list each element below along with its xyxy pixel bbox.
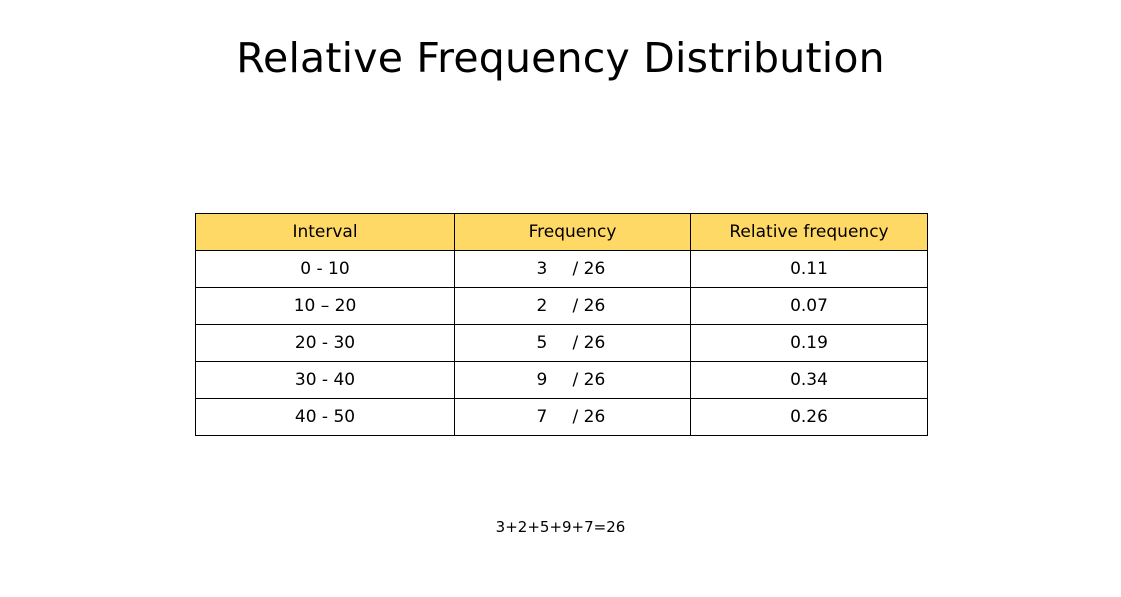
frequency-fraction: 5 / 26 bbox=[537, 333, 617, 353]
frequency-table: Interval Frequency Relative frequency 0 … bbox=[195, 213, 928, 436]
frequency-denominator: / 26 bbox=[572, 407, 606, 427]
frequency-value: 2 bbox=[536, 296, 548, 316]
table-row: 10 – 20 2 / 26 0.07 bbox=[195, 287, 928, 325]
relative-frequency-cell: 0.19 bbox=[690, 324, 928, 362]
frequency-value: 7 bbox=[536, 407, 548, 427]
frequency-cell: 7 / 26 bbox=[454, 398, 691, 436]
frequency-denominator: / 26 bbox=[572, 370, 606, 390]
frequency-fraction: 2 / 26 bbox=[537, 296, 617, 316]
frequency-cell: 9 / 26 bbox=[454, 361, 691, 399]
table-header-row: Interval Frequency Relative frequency bbox=[195, 213, 928, 251]
frequency-fraction: 3 / 26 bbox=[537, 259, 617, 279]
relative-frequency-cell: 0.11 bbox=[690, 250, 928, 288]
page-title: Relative Frequency Distribution bbox=[236, 34, 885, 82]
interval-cell: 40 - 50 bbox=[195, 398, 455, 436]
relative-frequency-cell: 0.26 bbox=[690, 398, 928, 436]
interval-cell: 0 - 10 bbox=[195, 250, 455, 288]
frequency-sum-note: 3+2+5+9+7=26 bbox=[495, 518, 626, 536]
relative-frequency-cell: 0.07 bbox=[690, 287, 928, 325]
frequency-value: 5 bbox=[536, 333, 548, 353]
frequency-value: 9 bbox=[536, 370, 548, 390]
header-frequency: Frequency bbox=[454, 213, 691, 251]
frequency-value: 3 bbox=[536, 259, 548, 279]
frequency-denominator: / 26 bbox=[572, 296, 606, 316]
relative-frequency-cell: 0.34 bbox=[690, 361, 928, 399]
interval-cell: 30 - 40 bbox=[195, 361, 455, 399]
frequency-cell: 2 / 26 bbox=[454, 287, 691, 325]
interval-cell: 10 – 20 bbox=[195, 287, 455, 325]
table-row: 0 - 10 3 / 26 0.11 bbox=[195, 250, 928, 288]
header-relative-frequency: Relative frequency bbox=[690, 213, 928, 251]
frequency-fraction: 7 / 26 bbox=[537, 407, 617, 427]
frequency-denominator: / 26 bbox=[572, 333, 606, 353]
frequency-cell: 3 / 26 bbox=[454, 250, 691, 288]
frequency-fraction: 9 / 26 bbox=[537, 370, 617, 390]
interval-cell: 20 - 30 bbox=[195, 324, 455, 362]
header-interval: Interval bbox=[195, 213, 455, 251]
table-row: 20 - 30 5 / 26 0.19 bbox=[195, 324, 928, 362]
frequency-denominator: / 26 bbox=[572, 259, 606, 279]
table-row: 30 - 40 9 / 26 0.34 bbox=[195, 361, 928, 399]
frequency-cell: 5 / 26 bbox=[454, 324, 691, 362]
table-row: 40 - 50 7 / 26 0.26 bbox=[195, 398, 928, 436]
